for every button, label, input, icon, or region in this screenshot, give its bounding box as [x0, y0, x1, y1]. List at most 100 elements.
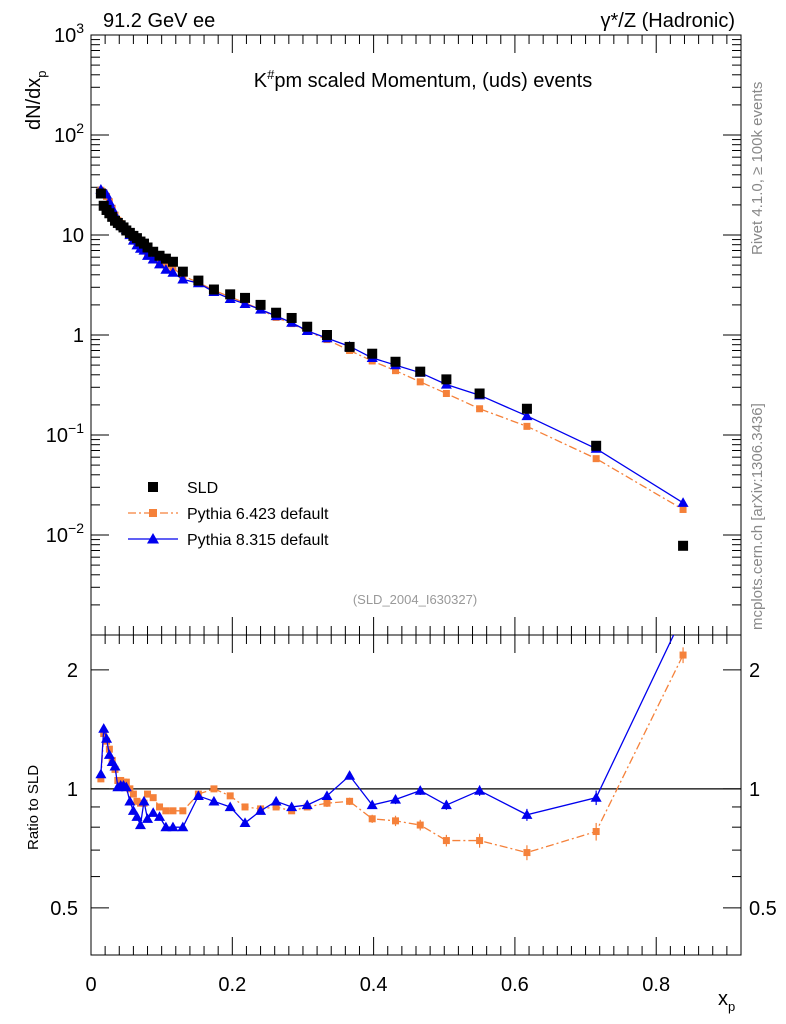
chart-title: K#pm scaled Momentum, (uds) events — [254, 67, 592, 92]
legend-item: SLD — [148, 480, 218, 497]
data-point — [302, 321, 313, 332]
legend-label: Pythia 6.423 default — [187, 506, 329, 523]
data-point — [167, 256, 178, 267]
ratio-point — [679, 651, 687, 659]
ratio-point — [109, 760, 121, 771]
ratio-point — [368, 815, 376, 823]
legend-marker — [148, 482, 158, 492]
data-point — [147, 253, 159, 264]
data-point — [240, 292, 251, 303]
data-point — [160, 264, 172, 274]
legend-item: Pythia 8.315 default — [128, 532, 329, 549]
ratio-point — [414, 785, 426, 795]
data-point — [592, 455, 600, 463]
rivet-label: Rivet 4.1.0, ≥ 100k events — [749, 82, 766, 255]
data-point — [225, 289, 236, 300]
data-point — [521, 410, 533, 421]
header-right: γ*/Z (Hadronic) — [601, 10, 735, 32]
ratio-tick-label-left: 1 — [67, 779, 78, 801]
y-tick-label: 10 — [62, 225, 84, 247]
data-point — [148, 246, 159, 257]
data-point — [142, 242, 153, 253]
ratio-point — [98, 723, 110, 733]
ratio-point — [366, 799, 378, 810]
ratio-point — [167, 821, 179, 832]
series-sld — [95, 188, 689, 551]
ratio-point — [131, 811, 143, 821]
ratio-point — [127, 805, 139, 815]
data-point — [344, 341, 355, 352]
ratio-point — [521, 809, 533, 819]
ratio-tick-label-right: 2 — [749, 660, 760, 682]
legend-label: Pythia 8.315 default — [187, 532, 329, 549]
ratio-point — [390, 793, 402, 804]
data-point — [591, 440, 602, 451]
ratio-point — [154, 811, 166, 821]
ratio-point — [301, 799, 313, 810]
legend-item: Pythia 6.423 default — [128, 506, 329, 523]
data-point — [177, 266, 188, 277]
y-tick-label: 1 — [73, 325, 84, 347]
ratio-point — [416, 821, 424, 829]
header-left: 91.2 GeV ee — [103, 10, 215, 32]
data-point — [95, 188, 106, 199]
ratio-point — [590, 792, 602, 802]
ratio-point — [286, 801, 298, 812]
ratio-point — [149, 794, 157, 802]
ratio-point — [95, 768, 107, 779]
ratio-series-pythia8 — [95, 635, 675, 832]
data-point — [142, 250, 154, 260]
data-point — [392, 367, 400, 375]
data-point — [416, 378, 424, 386]
ratio-point — [321, 790, 333, 800]
ratio-point — [255, 805, 267, 815]
x-tick-label: 0.8 — [642, 974, 670, 996]
legend-label: SLD — [187, 480, 218, 497]
data-point — [367, 348, 378, 359]
data-point — [321, 330, 332, 340]
ratio-point — [105, 745, 113, 753]
ratio-point — [177, 821, 189, 832]
data-point — [154, 258, 166, 269]
ratio-point — [162, 807, 170, 815]
ratio-point — [120, 781, 132, 792]
ratio-point — [239, 817, 251, 828]
x-tick-label: 0.2 — [218, 974, 246, 996]
data-point — [415, 366, 426, 377]
ratio-point — [592, 828, 600, 836]
ratio-point — [179, 807, 187, 815]
ratio-tick-label-right: 1 — [749, 779, 760, 801]
data-point — [523, 422, 531, 430]
data-point — [177, 273, 189, 284]
ratio-point — [103, 749, 115, 759]
data-point — [476, 405, 484, 413]
ratio-point — [124, 795, 136, 806]
ratio-point — [270, 795, 282, 806]
data-point — [390, 356, 401, 367]
y-tick-label: 10−1 — [46, 420, 84, 447]
data-point — [442, 390, 450, 398]
ratio-y-axis-label: Ratio to SLD — [25, 765, 42, 850]
ratio-point — [97, 775, 105, 783]
ratio-point — [523, 849, 531, 857]
ratio-point — [144, 790, 152, 798]
ratio-point — [101, 733, 113, 743]
ratio-point — [241, 803, 249, 811]
series-pythia-6-423-default — [97, 186, 687, 513]
data-point — [255, 299, 266, 310]
ratio-point — [160, 821, 172, 832]
ratio-point — [138, 795, 150, 806]
ratio-tick-label-left: 0.5 — [50, 898, 78, 920]
data-point — [154, 250, 165, 261]
ratio-point — [226, 792, 234, 800]
y-tick-label: 103 — [54, 20, 84, 47]
analysis-tag: (SLD_2004_I630327) — [353, 592, 477, 607]
ratio-point — [442, 837, 450, 845]
ratio-point — [147, 807, 159, 817]
ratio-point — [272, 803, 280, 811]
ratio-point — [440, 799, 452, 810]
ratio-point — [346, 797, 354, 805]
ratio-point — [169, 807, 177, 815]
ratio-point — [142, 813, 154, 823]
